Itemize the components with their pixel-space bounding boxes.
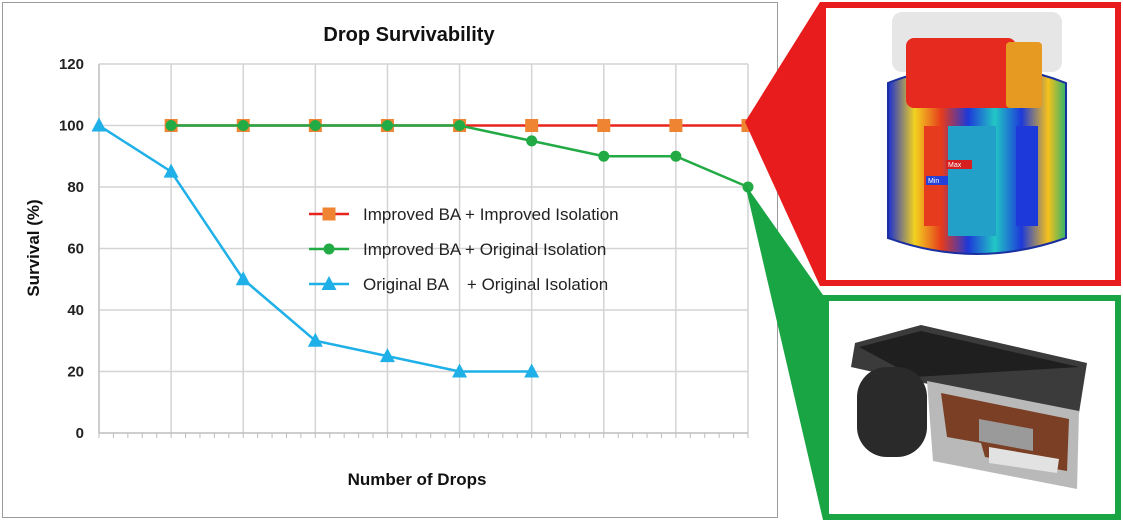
series-3-point-3: [235, 271, 251, 286]
legend-swatch-marker-1: [322, 207, 336, 221]
device-3d-model-image: [851, 325, 1087, 489]
series-2-point-9: [742, 181, 754, 193]
x-axis-title: Number of Drops: [348, 470, 487, 489]
min-marker: [926, 176, 948, 185]
y-tick-label-80: 80: [67, 179, 84, 196]
device-top-surface: [859, 331, 1079, 377]
y-tick-label-0: 0: [76, 425, 84, 442]
chart-panel: 0 20 40 60 80 100 120 Drop Survivability Survi…: [2, 2, 778, 518]
axes: 0 20 40 60 80 100 120: [59, 56, 749, 442]
series-2-point-3: [309, 120, 321, 131]
series-1-point-6: [525, 119, 539, 132]
low-stress-region-right: [1016, 126, 1038, 226]
series-2-point-5: [454, 120, 466, 131]
series-layer: [91, 117, 755, 378]
legend-label-2: Improved BA + Original Isolation: [363, 240, 606, 259]
y-tick-label-120: 120: [59, 56, 84, 73]
series-2-point-8: [670, 150, 682, 162]
legend-swatch-marker-2: [323, 243, 335, 255]
series-1-point-7: [597, 119, 611, 132]
device-model-inset: [823, 295, 1121, 520]
series-3-point-4: [307, 332, 323, 347]
series-3-point-5: [379, 348, 395, 363]
red-block-shape: [906, 38, 1016, 108]
min-marker-label: Min: [928, 178, 939, 185]
legend-entry-2: Improved BA + Original Isolation: [309, 240, 606, 259]
y-tick-label-20: 20: [67, 364, 84, 381]
series-3-point-7: [524, 363, 540, 378]
series-3-point-2: [163, 163, 179, 178]
legend-label-3: Original BA + Original Isolation: [363, 275, 608, 294]
y-tick-label-60: 60: [67, 241, 84, 258]
series-3: [91, 117, 540, 378]
window-opening-shape: [948, 126, 996, 236]
series-3-point-1: [91, 117, 107, 132]
chart-title: Drop Survivability: [323, 24, 495, 46]
legend-entry-1: Improved BA + Improved Isolation: [309, 205, 619, 224]
fea-stress-model-image: Max Min: [887, 12, 1067, 255]
legend: Improved BA + Improved Isolation Improved…: [309, 205, 619, 294]
max-marker-label: Max: [948, 162, 962, 169]
legend-swatch-marker-3: [321, 276, 337, 290]
y-tick-label-100: 100: [59, 118, 84, 135]
y-tick-label-40: 40: [67, 302, 84, 319]
series-1-point-8: [669, 119, 683, 132]
max-marker: [946, 160, 972, 169]
series-2-point-1: [165, 120, 177, 131]
series-2-point-2: [237, 120, 249, 131]
device-left-end: [857, 367, 927, 457]
device-inner-component: [979, 419, 1033, 451]
series-2-point-4: [381, 120, 393, 131]
stress-simulation-inset: Max Min: [820, 2, 1121, 286]
legend-label-1: Improved BA + Improved Isolation: [363, 205, 619, 224]
series-3-point-6: [452, 363, 468, 378]
series-2-point-7: [598, 150, 610, 162]
series-1-point-9: [741, 119, 755, 132]
series-2-point-6: [526, 135, 538, 147]
drop-survivability-chart: 0 20 40 60 80 100 120 Drop Survivability Survi…: [24, 24, 755, 489]
device-inner-plate: [989, 447, 1059, 473]
orange-block-shape: [1006, 42, 1042, 108]
y-axis-title: Survival (%): [24, 199, 43, 296]
legend-entry-3: Original BA + Original Isolation: [309, 275, 608, 294]
